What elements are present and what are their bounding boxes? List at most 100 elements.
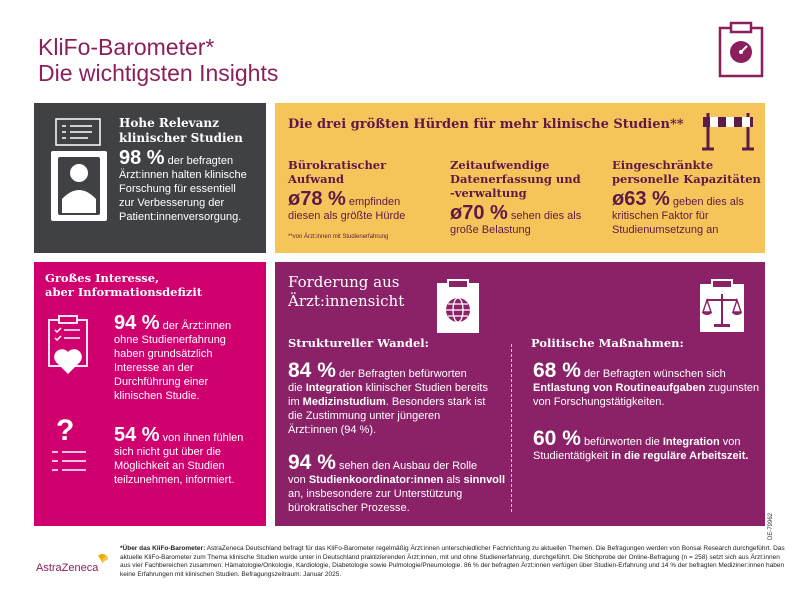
political-stat1-line2-bold: Entlastung von Routineaufgaben [533, 382, 706, 394]
demands-panel: Forderung aus Ärzt:innensicht Strukturel… [275, 262, 765, 526]
svg-text:?: ? [56, 414, 74, 447]
hurdle-1-text-1: empfinden [348, 196, 401, 208]
structural-stat-2: 94 % sehen den Ausbau der Rolle von Stud… [288, 452, 510, 515]
structural-stat1-line2a: die [288, 382, 303, 394]
interest-stat2-value: 54 % [114, 424, 160, 446]
question-checklist-icon: ? [52, 414, 86, 471]
hurdle-2-title-2: Datenerfassung und [450, 172, 581, 186]
barrier-icon [702, 113, 754, 151]
interest-heading-line2: aber Informationsdefizit [45, 285, 203, 299]
page-title-line1: KliFo-Barometer* [38, 34, 215, 60]
interest-stat-2: 54 % von ihnen fühlen sich nicht gut übe… [114, 425, 262, 487]
relevance-panel: Hohe Relevanz klinischer Studien 98 % de… [34, 103, 266, 253]
document-code: DE-79962 [768, 512, 774, 540]
logo-text: AstraZeneca [36, 562, 99, 574]
hurdle-item-3: Eingeschränkte personelle Kapazitäten ø6… [612, 158, 762, 237]
political-stat-2: 60 % befürworten die Integration von Stu… [533, 428, 761, 463]
interest-stat-1: 94 % der Ärzt:innen ohne Studienerfahrun… [114, 313, 262, 403]
interest-stat1-value: 94 % [114, 312, 160, 334]
footer-label: *Über das KliFo-Barometer: [120, 545, 206, 552]
hurdle-3-title-2: personelle Kapazitäten [612, 172, 761, 186]
hurdle-3-text-3: Studienumsetzung an [612, 224, 719, 236]
structural-stat2-line1: sehen den Ausbau der Rolle [338, 460, 478, 472]
structural-stat1-line2-bold: Integration [305, 382, 363, 394]
footer-note: *Über das KliFo-Barometer: AstraZeneca D… [120, 545, 785, 579]
clipboard-heart-icon [48, 315, 88, 374]
political-stat2-value: 60 % [533, 427, 581, 450]
structural-stat2-line4: bürokratischer Prozesse. [288, 502, 410, 514]
structural-stat-1: 84 % der Befragten befürworten die Integ… [288, 360, 510, 437]
structural-stat2-line2a: von [288, 474, 306, 486]
relevance-text-3: Forschung für essentiell [119, 183, 236, 195]
clipboard-globe-icon [437, 279, 479, 333]
interest-stat1-line1: der Ärzt:innen [162, 320, 232, 332]
page-title-line2: Die wichtigsten Insights [38, 60, 279, 86]
political-stat1-line1: der Befragten wünschen sich [583, 368, 726, 380]
relevance-heading-line1: Hohe Relevanz [119, 116, 219, 130]
demands-heading-line1: Forderung aus [288, 273, 400, 291]
hurdle-2-title-3: -verwaltung [450, 186, 527, 200]
demands-heading-line2: Ärzt:innensicht [288, 292, 405, 310]
hurdle-item-2: Zeitaufwendige Datenerfassung und -verwa… [450, 158, 600, 237]
relevance-text-5: Patient:innenversorgung. [119, 211, 242, 223]
interest-stat1-line6: klinischen Studie. [114, 390, 200, 402]
hurdles-heading: Die drei größten Hürden für mehr klinisc… [288, 117, 684, 132]
interest-stat1-line4: Interesse an der [114, 362, 194, 374]
hurdle-3-text-2: kritischen Faktor für [612, 210, 709, 222]
interest-stat2-line4: teilzunehmen, informiert. [114, 474, 235, 486]
relevance-text-4: zur Verbesserung der [119, 197, 225, 209]
clipboard-gauge-icon [718, 21, 764, 78]
relevance-percent: 98 % [119, 147, 165, 169]
structural-heading: Struktureller Wandel: [288, 336, 429, 350]
political-stat2-line1-bold: Integration [662, 436, 720, 448]
structural-stat1-line3-bold: Medizinstudium [302, 396, 386, 408]
hurdle-1-value: ø78 % [288, 188, 346, 210]
column-divider [511, 344, 512, 512]
hurdle-3-value: ø63 % [612, 188, 670, 210]
interest-panel: Großes Interesse, aber Informationsdefiz… [34, 262, 266, 526]
patient-bed-icon [51, 118, 107, 221]
structural-stat2-line2b: als [446, 474, 461, 486]
interest-stat1-line2: ohne Studienerfahrung [114, 334, 226, 346]
structural-stat1-value: 84 % [288, 359, 336, 382]
interest-stat1-line5: Durchführung einer [114, 376, 209, 388]
structural-stat1-line5: Ärzt:innen (94 %). [288, 424, 377, 436]
structural-stat2-line3: an, insbesondere zur Unterstützung [288, 488, 463, 500]
structural-stat1-line3b: . Besonders stark ist [385, 396, 486, 408]
relevance-text-2: Ärzt:innen halten klinische [119, 169, 247, 181]
political-stat2-line2a: Studientätigkeit [533, 450, 609, 462]
hurdle-2-value: ø70 % [450, 202, 508, 224]
political-stat-1: 68 % der Befragten wünschen sich Entlast… [533, 360, 761, 409]
page-title: KliFo-Barometer* Die wichtigsten Insight… [38, 34, 278, 86]
astrazeneca-logo: AstraZeneca [36, 554, 108, 574]
structural-stat2-value: 94 % [288, 451, 336, 474]
interest-heading-line1: Großes Interesse, [45, 271, 160, 285]
hurdle-2-text-1: sehen dies als [510, 210, 582, 222]
political-stat2-line2-bold: in die reguläre Arbeitszeit. [611, 450, 749, 462]
political-stat1-line2b: zugunsten [708, 382, 760, 394]
hurdle-1-text-2: diesen als größte Hürde [288, 210, 406, 222]
hurdle-2-title-1: Zeitaufwendige [450, 158, 550, 172]
hurdles-footnote: **von Ärzt:innen mit Studienerfahrung [288, 234, 389, 240]
interest-stat1-line3: haben grundsätzlich [114, 348, 213, 360]
interest-stat2-line2: sich nicht gut über die [114, 446, 222, 458]
political-stat1-line3: von Forschungstätigkeiten. [533, 396, 665, 408]
political-stat1-value: 68 % [533, 359, 581, 382]
structural-stat1-line2b: klinischer Studien bereits [365, 382, 488, 394]
hurdle-1-title: Bürokratischer Aufwand [288, 158, 387, 186]
hurdle-3-text-1: geben dies als [672, 196, 744, 208]
political-stat2-line1b: von [722, 436, 741, 448]
interest-stat2-line1: von ihnen fühlen [162, 432, 244, 444]
political-heading: Politische Maßnahmen: [531, 336, 684, 350]
interest-stat2-line3: Möglichkeit an Studien [114, 460, 225, 472]
hurdle-2-text-2: große Belastung [450, 224, 531, 236]
hurdle-3-title-1: Eingeschränkte [612, 158, 714, 172]
structural-stat1-line1: der Befragten befürworten [338, 368, 467, 380]
structural-stat1-line4: die Zustimmung unter jüngeren [288, 410, 441, 422]
hurdle-item-1: Bürokratischer Aufwand ø78 % empfinden d… [288, 158, 438, 223]
relevance-heading-line2: klinischer Studien [119, 131, 243, 145]
structural-stat1-line3a: im [288, 396, 300, 408]
political-stat2-line1a: befürworten die [583, 436, 660, 448]
structural-stat2-line2-bold2: sinnvoll [463, 474, 506, 486]
footer-text: AstraZeneca Deutschland befragt für das … [120, 545, 785, 578]
